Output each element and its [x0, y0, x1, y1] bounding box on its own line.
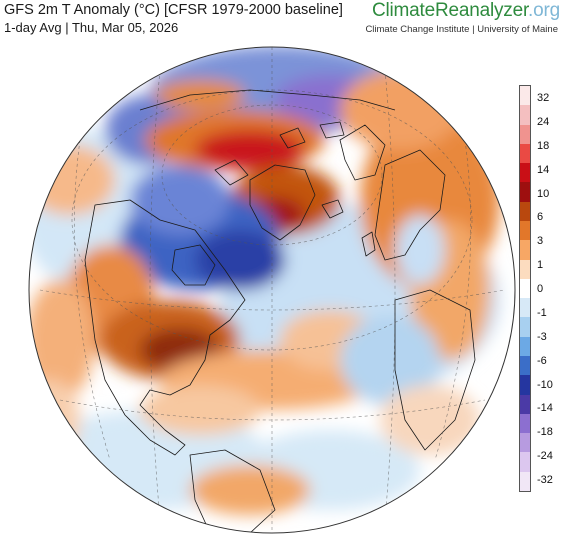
- legend-swatch: [520, 452, 530, 472]
- legend-tick-label: -14: [537, 402, 553, 415]
- logo-org-text: .org: [528, 0, 560, 21]
- legend-swatch: [520, 433, 530, 453]
- legend-swatch: [520, 471, 530, 491]
- legend-swatch: [520, 394, 530, 414]
- globe-outline: [28, 46, 516, 534]
- legend-swatch: [520, 163, 530, 183]
- logo-reanalyzer-text: Reanalyzer: [434, 0, 529, 21]
- legend-tick-label: 0: [537, 283, 544, 295]
- brand-tagline: Climate Change Institute | University of…: [365, 24, 558, 35]
- legend-swatch: [520, 124, 530, 144]
- climate-reanalyzer-logo[interactable]: ClimateReanalyzer.org: [372, 0, 560, 22]
- legend-tick-label: -32: [537, 474, 553, 486]
- legend-swatch: [520, 317, 530, 337]
- graticule: [39, 47, 506, 533]
- map-subtitle: 1-day Avg | Thu, Mar 05, 2026: [4, 20, 179, 35]
- legend-swatch: [520, 278, 530, 299]
- legend-swatch: [520, 375, 530, 395]
- legend-swatch: [520, 355, 530, 376]
- legend-swatch: [520, 413, 530, 434]
- legend-tick-label: 1: [537, 259, 544, 272]
- legend-swatch: [520, 298, 530, 318]
- legend-tick-label: 18: [537, 139, 550, 152]
- legend-tick-label: -18: [537, 426, 553, 439]
- legend-tick-label: -1: [537, 306, 547, 319]
- legend-swatch: [520, 240, 530, 260]
- coastlines: [84, 89, 476, 533]
- legend-tick-label: 10: [537, 187, 550, 200]
- legend-swatch: [520, 259, 530, 279]
- logo-climate-text: Climate: [371, 0, 435, 21]
- legend-swatch: [520, 143, 530, 164]
- color-legend: [519, 85, 531, 492]
- legend-swatch: [520, 220, 530, 241]
- legend-tick-label: 3: [537, 235, 544, 248]
- legend-tick-label: 6: [537, 211, 544, 224]
- legend-tick-label: -10: [537, 378, 553, 391]
- legend-swatch: [520, 201, 530, 221]
- legend-swatch: [520, 86, 530, 106]
- legend-tick-label: -24: [537, 450, 553, 463]
- legend-tick-label: 24: [537, 115, 550, 128]
- legend-tick-label: 14: [537, 163, 550, 176]
- legend-tick-label: -6: [537, 354, 547, 367]
- legend-tick-label: 32: [537, 92, 550, 104]
- map-title: GFS 2m T Anomaly (°C) [CFSR 1979-2000 ba…: [4, 2, 343, 18]
- legend-swatch: [520, 182, 530, 202]
- legend-tick-label: -3: [537, 330, 547, 343]
- legend-swatch: [520, 105, 530, 125]
- legend-swatch: [520, 336, 530, 356]
